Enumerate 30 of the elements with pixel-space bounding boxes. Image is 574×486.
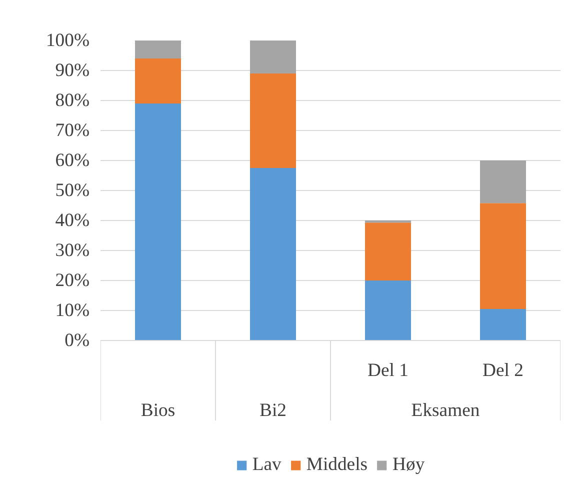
bar [365,280,411,340]
legend-label: Høy [392,454,425,476]
y-tick-label: 0% [64,330,90,351]
bar [135,40,181,58]
x-tick-label: Bios [140,400,176,421]
y-tick-label: 40% [55,210,90,231]
y-tick-label: 90% [55,60,90,81]
bar [135,58,181,104]
bar [135,104,181,340]
bar [250,168,296,340]
bar [250,74,296,168]
text: Eksamen [411,400,480,421]
bar [250,40,296,74]
bar [480,160,526,204]
y-tick-label: 70% [55,120,90,141]
bar [365,222,411,280]
y-tick-label: 60% [55,150,90,171]
y-tick-label: 10% [55,300,90,321]
bar [480,203,526,309]
y-tick-label: 20% [55,270,90,291]
x-tick-label: Del 2 [482,360,524,381]
y-tick-label: 100% [46,30,90,51]
y-tick-label: 50% [55,180,90,201]
x-tick-label: Bi2 [260,400,286,421]
y-tick-label: 80% [55,90,90,111]
x-tick-label: Del 1 [368,360,408,381]
bar [480,309,526,340]
legend-label: Lav [252,454,282,476]
y-tick-label: 30% [55,240,90,261]
legend-label: Middels [306,454,368,476]
